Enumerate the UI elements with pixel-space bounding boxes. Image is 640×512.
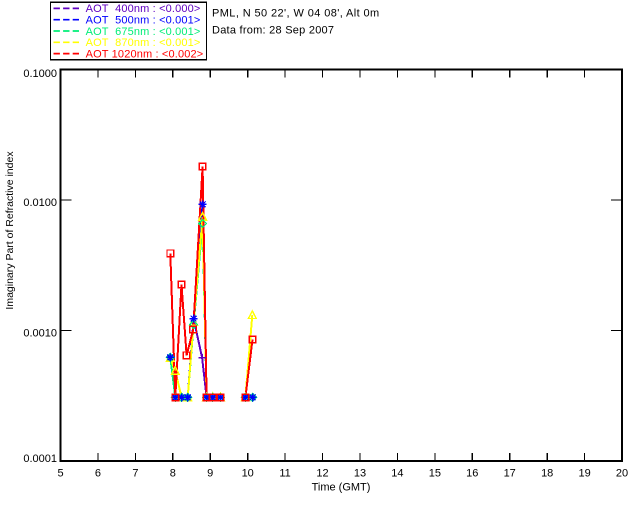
svg-text:AOT 1020nm : <0.002>: AOT 1020nm : <0.002> [86,48,204,60]
svg-text:13: 13 [354,468,366,480]
svg-text:19: 19 [578,468,590,480]
svg-text:0.0010: 0.0010 [23,327,57,339]
svg-text:Data from: 28 Sep 2007: Data from: 28 Sep 2007 [212,25,334,37]
svg-text:0.1000: 0.1000 [23,68,57,80]
svg-text:AOT 400nm : <0.000>: AOT 400nm : <0.000> [86,3,201,15]
svg-text:AOT 675nm : <0.001>: AOT 675nm : <0.001> [86,26,201,38]
svg-text:AOT 870nm : <0.001>: AOT 870nm : <0.001> [86,37,201,49]
svg-text:16: 16 [466,468,478,480]
svg-text:AOT 500nm : <0.001>: AOT 500nm : <0.001> [86,15,201,27]
svg-text:0.0100: 0.0100 [23,197,57,209]
svg-text:14: 14 [391,468,403,480]
svg-text:11: 11 [279,468,290,480]
svg-text:9: 9 [207,468,213,480]
svg-text:15: 15 [429,468,441,480]
svg-text:Time (GMT): Time (GMT) [312,482,371,494]
svg-text:7: 7 [132,468,138,480]
svg-text:8: 8 [170,468,176,480]
svg-text:0.0001: 0.0001 [23,453,57,465]
svg-text:17: 17 [504,468,516,480]
svg-text:5: 5 [57,468,63,480]
svg-text:10: 10 [242,468,254,480]
svg-text:Imaginary Part of Refractive i: Imaginary Part of Refractive index [4,151,16,310]
svg-text:12: 12 [316,468,328,480]
svg-text:6: 6 [95,468,101,480]
svg-text:20: 20 [616,468,628,480]
svg-text:PML, N 50 22', W 04 08', Alt 0: PML, N 50 22', W 04 08', Alt 0m [212,8,380,20]
svg-text:18: 18 [541,468,553,480]
